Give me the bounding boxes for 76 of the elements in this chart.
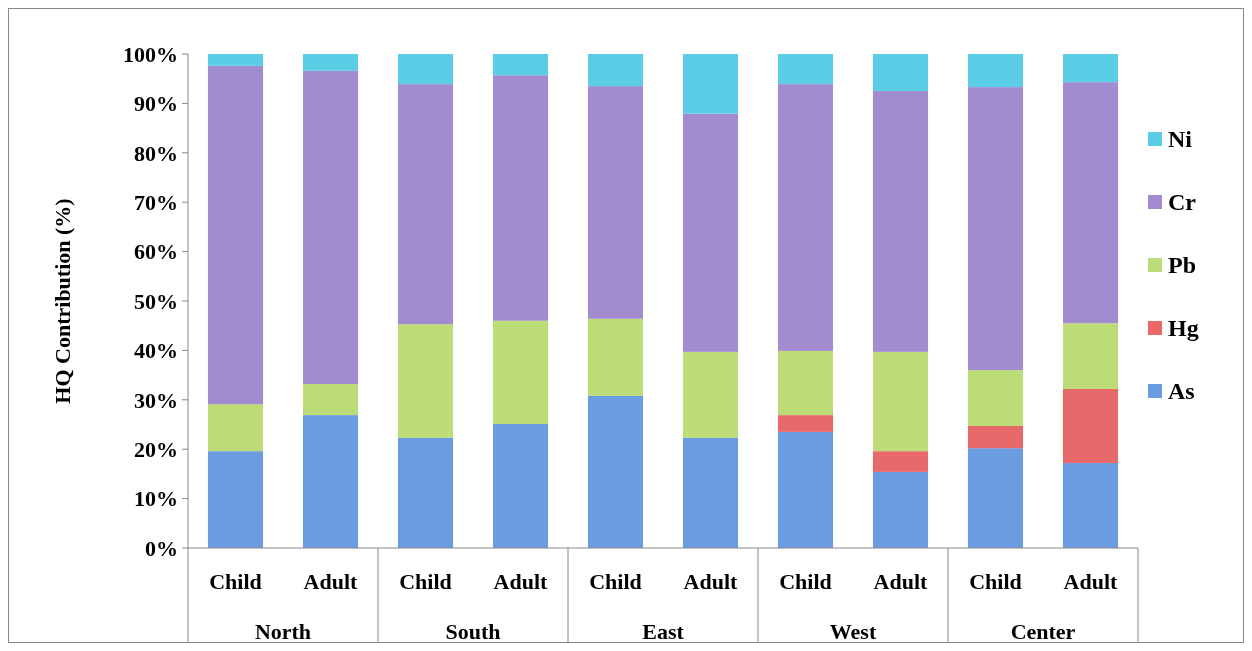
bar [967, 54, 1024, 88]
legend-label: Hg [1168, 315, 1199, 342]
text: North [254, 618, 312, 644]
x-tick-label: Adult [873, 568, 929, 594]
bar [682, 437, 739, 548]
y-tick-label: 100% [123, 41, 178, 67]
bar [587, 395, 644, 548]
bar [777, 350, 834, 416]
bar [302, 54, 359, 71]
bar [967, 425, 1024, 449]
bar [777, 84, 834, 351]
bar [1062, 323, 1119, 389]
text: East [642, 618, 685, 644]
bar [207, 65, 264, 405]
bar [1062, 82, 1119, 324]
y-tick-label: 70% [134, 189, 178, 215]
x-tick-label: Child [399, 568, 452, 594]
bar [777, 415, 834, 432]
y-tick-label: 20% [134, 436, 178, 462]
x-tick-label: Child [209, 568, 262, 594]
legend-label: Ni [1168, 126, 1193, 153]
y-tick-label: 50% [134, 288, 178, 314]
bar [967, 87, 1024, 371]
x-tick-label: Adult [303, 568, 359, 594]
bar [492, 75, 549, 321]
legend-label: As [1168, 378, 1195, 405]
bar [492, 424, 549, 548]
bar [207, 451, 264, 548]
x-tick-label: Child [969, 568, 1022, 594]
y-tick-label: 0% [145, 535, 178, 561]
x-tick-label: Child [779, 568, 832, 594]
bar [872, 54, 929, 92]
bar [967, 370, 1024, 426]
x-tick-label: Adult [1063, 568, 1119, 594]
bar [1062, 54, 1119, 83]
bar [397, 324, 454, 438]
bar [207, 404, 264, 452]
bar [682, 351, 739, 438]
bar [777, 431, 834, 548]
y-tick-label: 60% [134, 239, 178, 265]
y-tick-label: 10% [134, 486, 178, 512]
y-axis-title: HQ Contribution (%) [50, 198, 75, 404]
bar [587, 86, 644, 319]
text: South [445, 618, 501, 644]
bar [207, 54, 264, 66]
bar [492, 320, 549, 425]
bar [872, 471, 929, 548]
bar [397, 84, 454, 325]
bar [587, 318, 644, 396]
x-tick-label: Adult [683, 568, 739, 594]
bar [492, 54, 549, 76]
bar [1062, 388, 1119, 464]
text: Center [1010, 618, 1076, 644]
legend-label: Cr [1168, 189, 1197, 216]
bar [302, 70, 359, 384]
y-tick-label: 80% [134, 140, 178, 166]
bar [682, 113, 739, 352]
bar [587, 54, 644, 87]
bar [872, 351, 929, 452]
x-tick-label: Child [589, 568, 642, 594]
x-tick-label: Adult [493, 568, 549, 594]
text: West [829, 618, 877, 644]
y-tick-label: 30% [134, 387, 178, 413]
bar [777, 54, 834, 85]
y-tick-label: 90% [134, 91, 178, 117]
legend-label: Pb [1168, 252, 1197, 279]
bar [302, 383, 359, 416]
bar [682, 54, 739, 114]
bar [397, 54, 454, 85]
bar [967, 448, 1024, 548]
bar [397, 437, 454, 548]
y-tick-label: 40% [134, 338, 178, 364]
bar [302, 415, 359, 548]
bar [872, 91, 929, 352]
bar [1062, 463, 1119, 548]
bar [872, 451, 929, 472]
